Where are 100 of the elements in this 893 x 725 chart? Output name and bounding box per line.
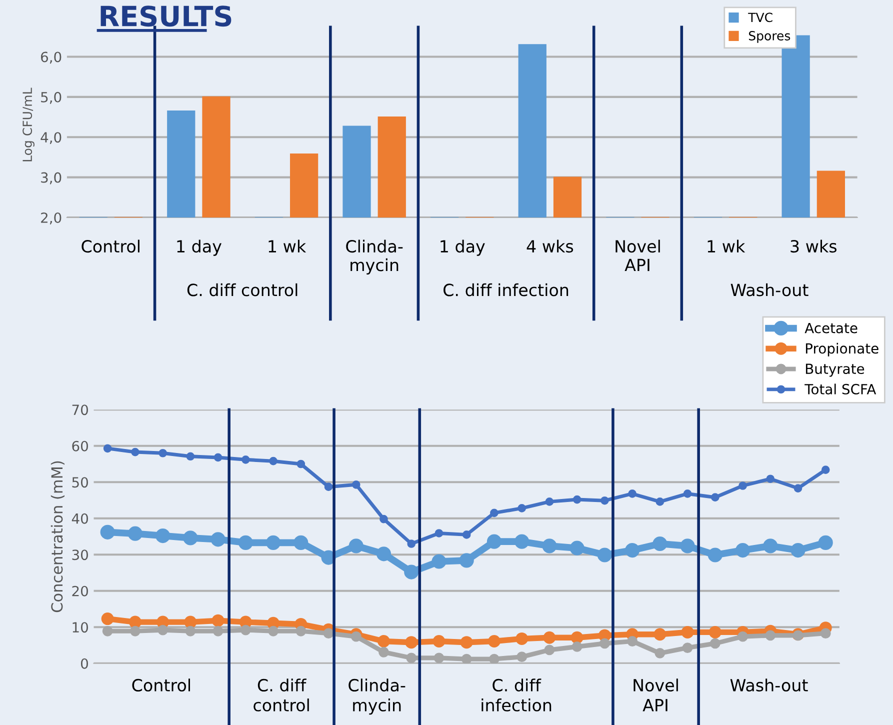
point [683,490,692,498]
text: Control [132,678,190,692]
legend-label: Acetate [804,322,858,334]
point [183,530,198,546]
point [185,626,196,636]
text: C. diff infection [444,283,568,296]
point [738,631,748,642]
point [434,529,444,538]
text: Wash-out [730,678,808,692]
point [102,626,113,636]
point [514,534,530,549]
point [432,635,446,648]
point [543,631,556,644]
point [489,654,500,664]
point [269,456,278,466]
point [681,626,694,638]
point [794,484,802,492]
point [763,538,778,554]
point [735,542,750,558]
point [516,652,528,662]
point [348,538,364,554]
text: Clinda- mycin [348,678,406,715]
point [790,542,806,558]
point [323,628,334,638]
point [350,631,362,642]
point [570,540,584,556]
point [296,626,306,636]
point [654,648,666,658]
point [241,455,250,464]
y-tick-label: 6,0 [40,52,62,64]
point [570,631,584,644]
point [268,626,278,636]
y-tick-label: 5,0 [41,92,62,104]
point [352,480,360,489]
point [404,564,419,580]
point [210,532,226,547]
x-tick-label: 1 day [177,240,222,256]
legend-label: TVC [748,12,772,22]
point [486,534,502,549]
point [708,548,722,562]
point [377,635,390,648]
x-tick-label: 3 wks [790,240,836,253]
point [652,536,668,552]
point [378,646,389,658]
point [462,530,471,539]
point [597,548,612,562]
point [572,495,582,504]
y-tick-label: 30 [72,550,88,560]
point [461,654,472,664]
point [294,535,308,550]
text: Wash-out [730,283,808,296]
y-axis-title: Concentration (mM) [50,461,65,612]
x-tick-label: 1 wk [708,240,746,252]
point [103,444,112,453]
point [572,641,582,652]
y-tick-label: 4,0 [40,132,62,144]
point [627,636,638,646]
x-tick-label: Control [82,240,140,253]
point [600,496,609,505]
point [545,498,554,506]
point [488,635,500,648]
point [434,652,444,664]
point [708,626,722,638]
point [432,554,446,569]
point [131,448,140,456]
point [654,628,666,641]
point [238,535,253,550]
chart-title: RESULTS [100,6,232,27]
point [516,632,528,645]
legend-label: Spores [748,31,790,43]
text: C. diff control [187,283,298,296]
x-tick-label: Clinda- mycin [346,240,403,275]
point [212,626,224,636]
point [682,642,693,653]
y-tick-label: 20 [72,586,88,596]
x-tick-label: 1 day [440,240,485,256]
point [405,636,418,649]
y-tick-label: 3,0 [41,172,62,184]
point [599,638,610,649]
point [212,614,224,627]
point [766,474,775,484]
point [214,453,222,462]
legend-label: Total SCFA [804,384,876,394]
text: Novel API [634,678,678,712]
text: C. diff control [254,678,309,712]
point [710,493,720,502]
x-tick-label: 4 wks [526,240,574,253]
point [324,482,333,492]
point [296,460,306,468]
text: C. diff infection [482,678,552,712]
point [710,638,720,649]
point [459,553,474,568]
y-tick-label: 60 [72,440,88,452]
legend-label: Propionate [806,342,878,356]
point [544,644,555,656]
point [542,538,557,554]
y-tick-label: 0 [80,658,88,669]
point [130,626,140,636]
point [380,514,388,524]
legend-label: Butyrate [806,364,864,377]
